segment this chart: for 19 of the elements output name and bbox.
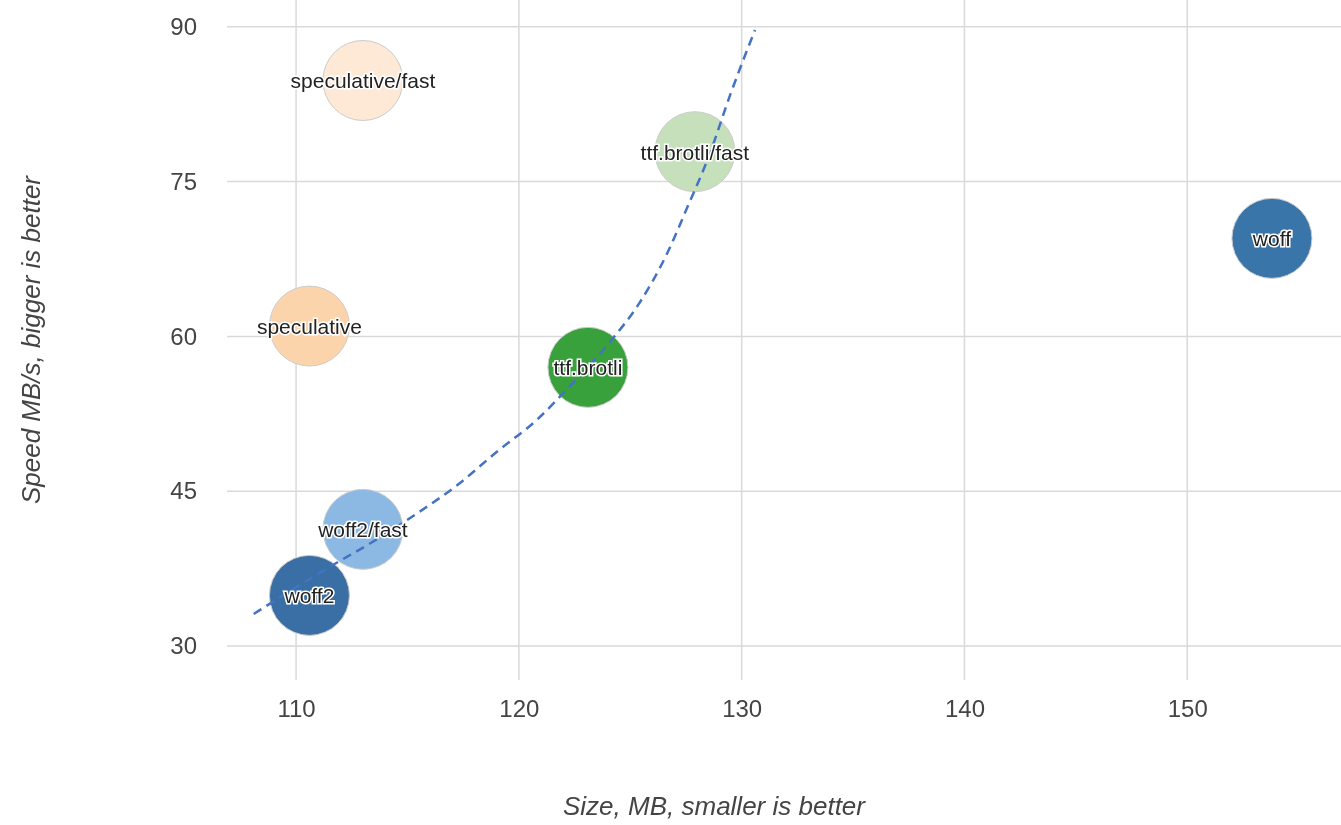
y-tick-label: 45 bbox=[170, 477, 197, 505]
x-tick-label: 110 bbox=[277, 695, 316, 723]
series-label: woff bbox=[1251, 227, 1292, 251]
series-label: woff2 bbox=[283, 584, 335, 608]
x-tick-label: 120 bbox=[499, 695, 540, 723]
series-label: ttf.brotli/fast bbox=[640, 140, 750, 164]
y-axis-title: Speed MB/s, bigger is better bbox=[16, 174, 46, 505]
y-tick-label: 75 bbox=[170, 167, 197, 195]
series-label: speculative bbox=[256, 315, 362, 339]
y-tick-label: 30 bbox=[170, 632, 197, 660]
y-tick-label: 90 bbox=[170, 13, 197, 41]
line-series bbox=[252, 28, 757, 616]
series-label: ttf.brotli bbox=[553, 356, 623, 380]
series-label: speculative/fast bbox=[290, 69, 436, 93]
y-tick-label: 60 bbox=[170, 322, 197, 350]
x-tick-label: 140 bbox=[944, 695, 985, 723]
x-axis-title: Size, MB, smaller is better bbox=[563, 791, 867, 821]
x-tick-label: 150 bbox=[1167, 695, 1208, 723]
x-tick-label: 130 bbox=[722, 695, 763, 723]
